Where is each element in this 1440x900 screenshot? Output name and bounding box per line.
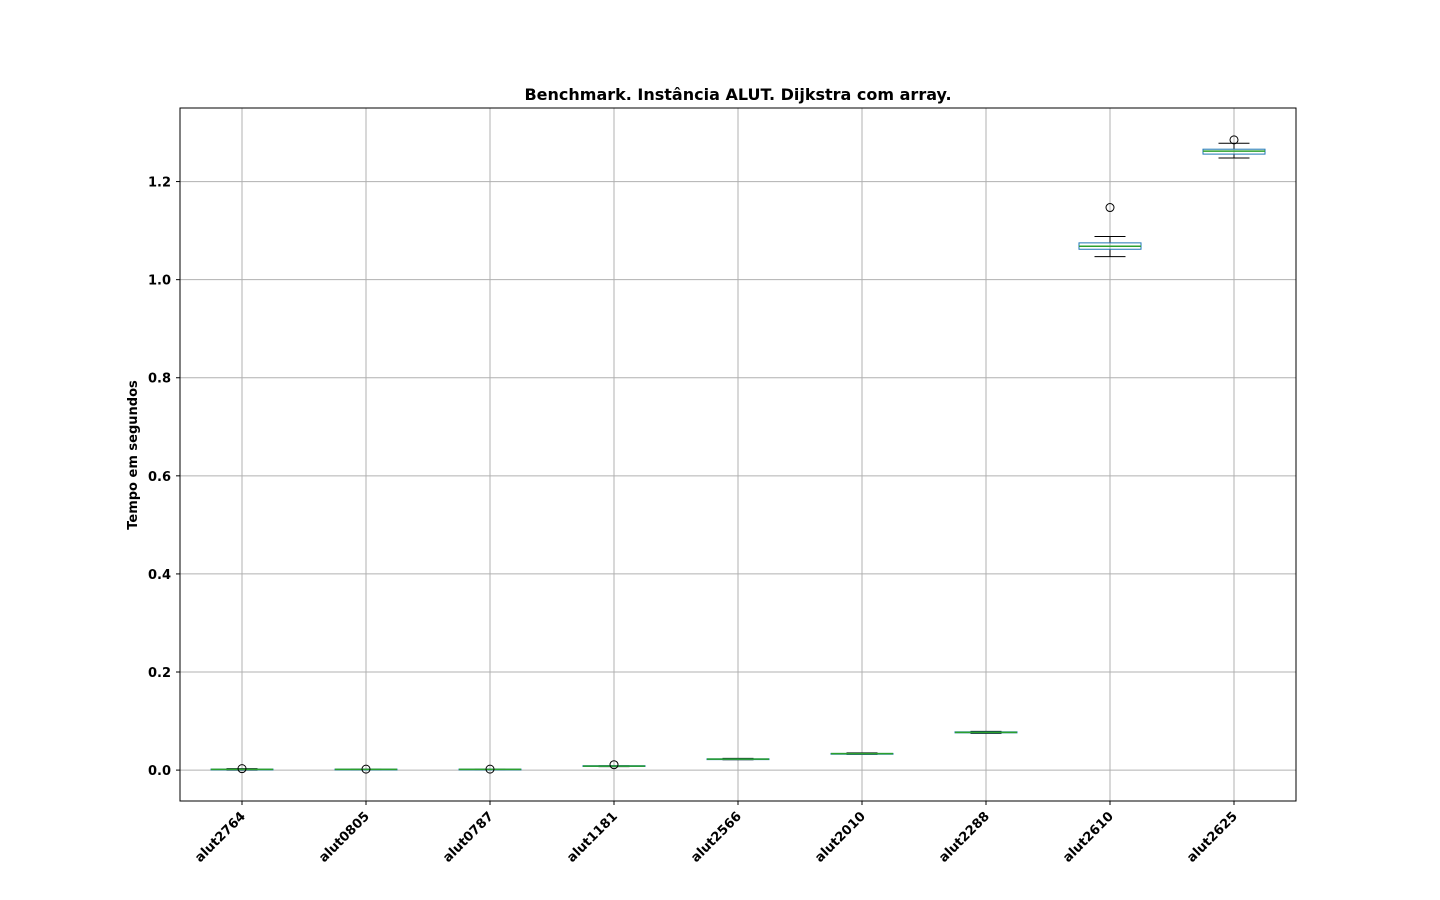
y-tick-label: 0.6 — [148, 470, 171, 485]
flier-point — [1105, 203, 1115, 213]
marks-layer — [210, 135, 1266, 774]
flier-point — [361, 764, 371, 774]
box-group — [582, 760, 646, 770]
y-tick-label: 0.0 — [148, 764, 171, 779]
y-tick-label: 0.4 — [148, 568, 171, 583]
y-tick-label: 1.0 — [148, 274, 171, 289]
flier-point — [237, 764, 247, 774]
box-group — [1078, 203, 1142, 258]
y-tick-label: 0.8 — [148, 372, 171, 387]
y-axis-label: Tempo em segundos — [126, 380, 141, 530]
box-group — [334, 764, 398, 774]
y-tick-label: 0.2 — [148, 666, 171, 681]
grid-layer — [180, 108, 1296, 801]
flier-point — [1229, 135, 1239, 145]
box-group — [706, 757, 770, 761]
box-group — [458, 764, 522, 774]
box-group — [830, 752, 894, 755]
flier-point — [485, 764, 495, 774]
chart-title: Benchmark. Instância ALUT. Dijkstra com … — [524, 85, 951, 104]
flier-point — [609, 760, 619, 770]
box-group — [1202, 135, 1266, 159]
box-group — [210, 764, 274, 774]
box-group — [954, 730, 1018, 734]
y-tick-label: 1.2 — [148, 176, 171, 191]
